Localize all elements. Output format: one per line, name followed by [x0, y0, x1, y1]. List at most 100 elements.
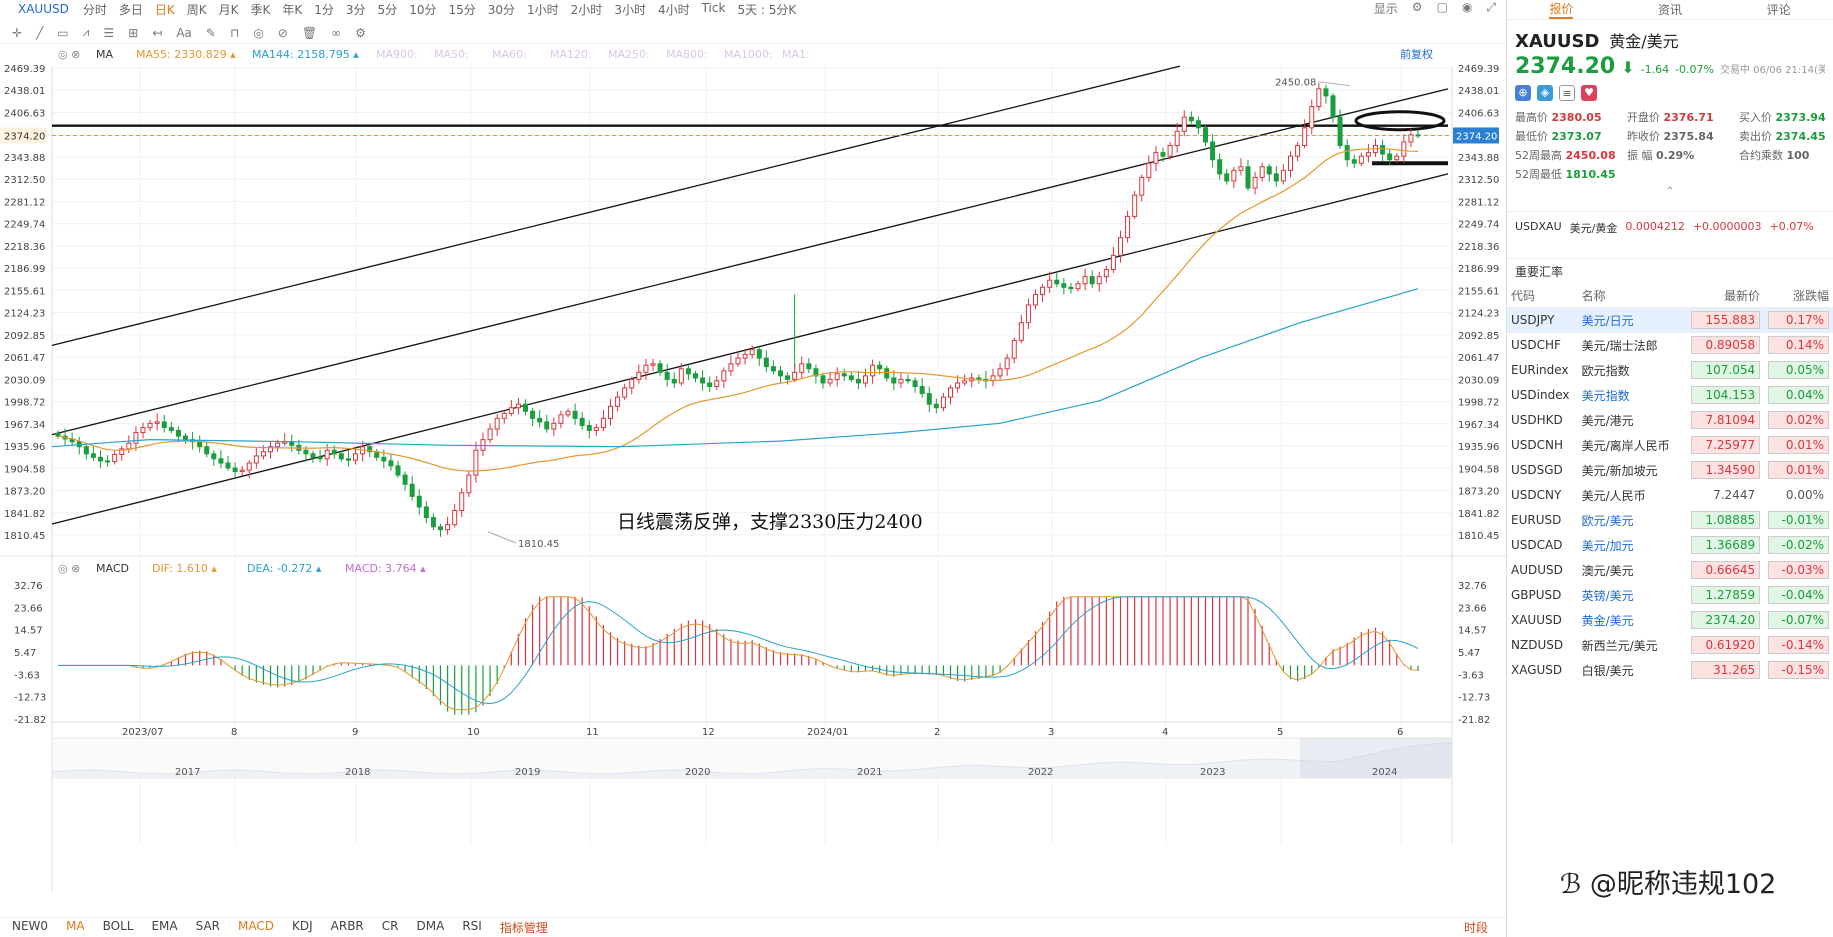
- candle-body: [1288, 155, 1293, 171]
- indicator-tab[interactable]: KDJ: [292, 919, 313, 933]
- camera-icon[interactable]: ◉: [1461, 0, 1473, 14]
- note-tool-icon[interactable]: ✎: [205, 25, 216, 40]
- crosshair-icon[interactable]: ✛: [12, 25, 23, 40]
- period-tab[interactable]: 5分: [377, 2, 398, 17]
- fx-row[interactable]: EURUSD 欧元/美元 1.08885 -0.01%: [1507, 508, 1833, 533]
- conversion-row[interactable]: USDXAU 美元/黄金 0.0004212 +0.0000003 +0.07%: [1507, 211, 1833, 244]
- period-tab[interactable]: 周K: [186, 2, 207, 17]
- period-tab[interactable]: Tick: [701, 0, 726, 15]
- period-tab[interactable]: 4小时: [657, 2, 690, 17]
- fx-row[interactable]: USDHKD 美元/港元 7.81094 0.02%: [1507, 408, 1833, 433]
- overview-window[interactable]: [1300, 738, 1452, 778]
- indicator-tab[interactable]: MACD: [238, 919, 274, 933]
- fx-col-header[interactable]: 最新价: [1687, 284, 1765, 308]
- fx-row[interactable]: USDindex 美元指数 104.153 0.04%: [1507, 383, 1833, 408]
- indicator-tab[interactable]: EMA: [151, 919, 178, 933]
- fx-row[interactable]: AUDUSD 澳元/美元 0.66645 -0.03%: [1507, 558, 1833, 583]
- fx-row[interactable]: USDSGD 美元/新加坡元 1.34590 0.01%: [1507, 458, 1833, 483]
- period-tab[interactable]: 10分: [409, 2, 437, 17]
- period-tab[interactable]: 15分: [448, 2, 476, 17]
- period-tab[interactable]: 5天 : 5分K: [737, 2, 797, 17]
- channel-tool-icon[interactable]: ☰: [103, 25, 115, 40]
- fx-row[interactable]: GBPUSD 英镑/美元 1.27859 -0.04%: [1507, 583, 1833, 608]
- tag-icon[interactable]: ◈: [1537, 85, 1553, 101]
- rect-tool-icon[interactable]: ▭: [57, 25, 69, 40]
- gear-icon[interactable]: ⚙: [355, 25, 366, 40]
- eye-icon[interactable]: ◎: [253, 25, 264, 40]
- quote-tab[interactable]: 资讯: [1657, 3, 1682, 17]
- candle-body: [657, 363, 663, 373]
- candlestick-chart[interactable]: ◎ ⊗ MA MA55: 2330.829 ▴ MA144: 2158.795 ▴ MA…: [0, 44, 1506, 917]
- fx-row[interactable]: XAGUSD 白银/美元 31.265 -0.15%: [1507, 658, 1833, 683]
- indicator-tab[interactable]: NEW0: [12, 919, 49, 933]
- period-tab[interactable]: 2小时: [570, 2, 603, 17]
- candle-body: [1075, 283, 1081, 290]
- eye-toggle-icon[interactable]: ◎ ⊗: [58, 48, 80, 61]
- fullscreen-icon[interactable]: ⤢: [1486, 0, 1496, 14]
- period-tab[interactable]: 3小时: [614, 2, 646, 17]
- candle-body: [827, 378, 833, 384]
- fib-tool-icon[interactable]: ⩘: [82, 25, 90, 39]
- doc-icon[interactable]: ≡: [1559, 85, 1575, 101]
- arrow-tool-icon[interactable]: ↤: [152, 25, 163, 40]
- fx-col-header[interactable]: 代码: [1507, 284, 1578, 308]
- fx-pct-cell: 0.04%: [1764, 383, 1833, 408]
- session-button[interactable]: 时段: [1463, 921, 1488, 935]
- indicator-tab[interactable]: SAR: [195, 919, 221, 933]
- measure-tool-icon[interactable]: ⊞: [128, 25, 139, 40]
- candle-body: [778, 370, 783, 377]
- fx-row[interactable]: USDCHF 美元/瑞士法郎 0.89058 0.14%: [1507, 333, 1833, 358]
- period-tab[interactable]: 季K: [250, 2, 271, 17]
- heart-icon[interactable]: ♥: [1581, 85, 1597, 101]
- magnet-icon[interactable]: ⊓: [229, 25, 240, 40]
- fx-row[interactable]: USDCNY 美元/人民币 7.2447 0.00%: [1507, 483, 1833, 508]
- text-tool-icon[interactable]: Aa: [176, 25, 192, 40]
- line-tool-icon[interactable]: ╱: [36, 25, 44, 40]
- period-tab[interactable]: 日K: [154, 2, 175, 17]
- adjust-button[interactable]: 前复权: [1400, 47, 1433, 61]
- lock-icon[interactable]: ⊘: [277, 25, 288, 40]
- candle-body: [1316, 88, 1322, 108]
- macd-tick-right: 5.47: [1458, 648, 1480, 659]
- quote-tab[interactable]: 评论: [1766, 3, 1791, 17]
- indicator-tab[interactable]: MA: [66, 919, 85, 933]
- trash-icon[interactable]: 🗑: [301, 25, 318, 40]
- symbol-label[interactable]: XAUUSD: [18, 2, 69, 16]
- collapse-icon[interactable]: ⌃: [1665, 186, 1675, 197]
- indicator-tab[interactable]: 指标管理: [499, 921, 548, 935]
- indicator-tab[interactable]: CR: [381, 919, 399, 933]
- price-tick-right: 2124.23: [1458, 309, 1499, 320]
- period-tab[interactable]: 分时: [82, 2, 107, 17]
- fx-row[interactable]: USDCAD 美元/加元 1.36689 -0.02%: [1507, 533, 1833, 558]
- period-tab[interactable]: 30分: [487, 2, 516, 17]
- fx-pct: 0.00%: [1768, 486, 1829, 504]
- fx-col-header[interactable]: 涨跌幅: [1764, 284, 1833, 308]
- quote-tab[interactable]: 报价: [1549, 0, 1574, 19]
- fx-row[interactable]: NZDUSD 新西兰元/美元 0.61920 -0.14%: [1507, 633, 1833, 658]
- period-tab[interactable]: 1分: [314, 2, 334, 17]
- period-tab[interactable]: 3分: [345, 2, 366, 17]
- period-tab[interactable]: 1小时: [527, 2, 559, 17]
- fx-price-cell: 7.2447: [1687, 483, 1764, 508]
- layout-icon[interactable]: ▢: [1436, 0, 1448, 14]
- indicator-tab[interactable]: BOLL: [102, 919, 134, 933]
- fx-row[interactable]: XAUUSD 黄金/美元 2374.20 -0.07%: [1507, 608, 1833, 633]
- candle-body: [303, 449, 309, 455]
- fx-row[interactable]: USDJPY 美元/日元 155.883 0.17%: [1507, 307, 1833, 333]
- period-tab[interactable]: 多日: [118, 2, 143, 17]
- indicator-tab[interactable]: RSI: [462, 919, 482, 933]
- indicator-tab[interactable]: ARBR: [330, 919, 364, 933]
- period-tab[interactable]: 月K: [218, 2, 239, 17]
- indicator-tab[interactable]: DMA: [416, 919, 445, 933]
- candle-body: [253, 455, 259, 464]
- fx-row[interactable]: EURindex 欧元指数 107.054 0.05%: [1507, 358, 1833, 383]
- globe-icon[interactable]: ⊕: [1515, 85, 1531, 101]
- fx-row[interactable]: USDCNH 美元/离岸人民币 7.25977 0.01%: [1507, 433, 1833, 458]
- macd-toggle-icon[interactable]: ◎ ⊗: [58, 562, 80, 575]
- settings-icon[interactable]: ⚙: [1411, 0, 1423, 14]
- link-icon[interactable]: ∞: [331, 25, 342, 40]
- period-tab[interactable]: 年K: [282, 2, 303, 17]
- time-tick: 12: [702, 727, 715, 738]
- display-menu[interactable]: 显示: [1373, 2, 1398, 16]
- fx-col-header[interactable]: 名称: [1577, 284, 1688, 308]
